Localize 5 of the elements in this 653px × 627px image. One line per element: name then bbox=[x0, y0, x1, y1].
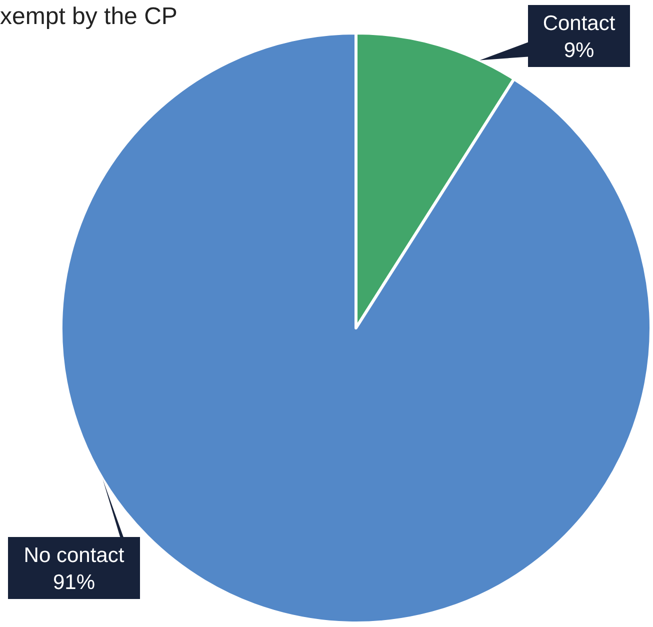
slice-label: Contact bbox=[542, 12, 616, 35]
chart-title: xempt by the CP bbox=[0, 3, 178, 30]
data-label: 9% bbox=[564, 39, 594, 62]
data-label: 91% bbox=[52, 571, 96, 594]
slice-label: No contact bbox=[24, 544, 124, 567]
